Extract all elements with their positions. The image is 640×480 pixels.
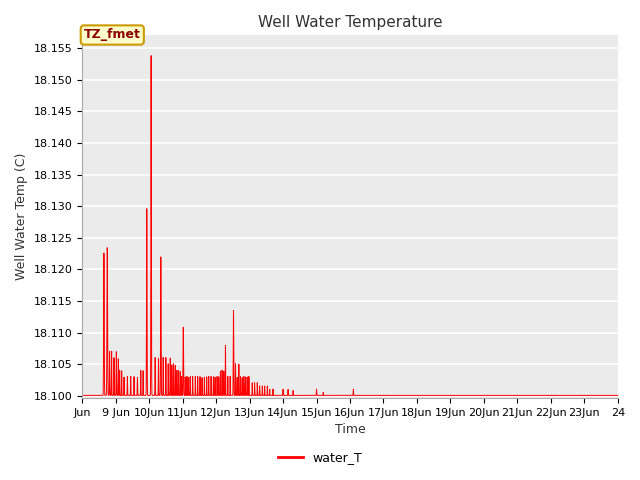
Legend: water_T: water_T (273, 446, 367, 469)
water_T (478, 393, 486, 398)
water_T (427, 393, 435, 398)
Text: TZ_fmet: TZ_fmet (84, 28, 141, 41)
Title: Well Water Temperature: Well Water Temperature (258, 15, 442, 30)
water_T (400, 393, 408, 398)
Y-axis label: Well Water Temp (C): Well Water Temp (C) (15, 153, 28, 280)
water_T (176, 393, 184, 398)
water_T (614, 393, 621, 398)
water_T (519, 393, 527, 398)
water_T (147, 53, 155, 59)
water_T (78, 393, 86, 398)
X-axis label: Time: Time (335, 423, 365, 436)
Line: water_T: water_T (82, 56, 618, 396)
water_T (283, 393, 291, 398)
